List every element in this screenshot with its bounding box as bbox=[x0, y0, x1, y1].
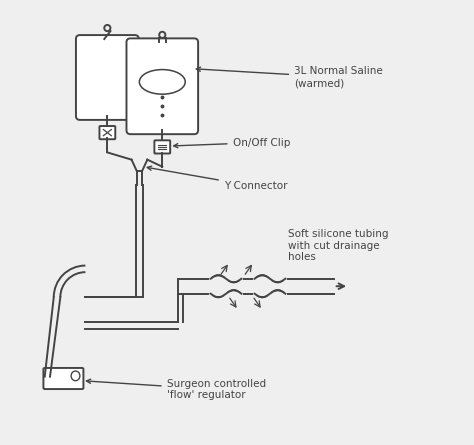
FancyBboxPatch shape bbox=[127, 38, 198, 134]
FancyBboxPatch shape bbox=[100, 126, 115, 139]
Text: Y Connector: Y Connector bbox=[147, 166, 287, 191]
FancyBboxPatch shape bbox=[155, 140, 170, 154]
Text: 3L Normal Saline
(warmed): 3L Normal Saline (warmed) bbox=[196, 66, 383, 88]
Text: On/Off Clip: On/Off Clip bbox=[173, 138, 290, 148]
FancyBboxPatch shape bbox=[76, 35, 139, 120]
Text: Soft silicone tubing
with cut drainage
holes: Soft silicone tubing with cut drainage h… bbox=[288, 229, 388, 262]
Ellipse shape bbox=[139, 69, 185, 94]
Ellipse shape bbox=[71, 371, 80, 381]
FancyBboxPatch shape bbox=[44, 368, 83, 389]
Text: Surgeon controlled
'flow' regulator: Surgeon controlled 'flow' regulator bbox=[86, 379, 266, 400]
